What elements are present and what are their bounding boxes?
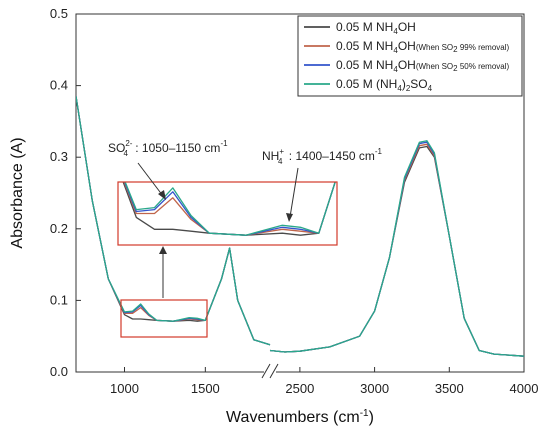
ammonium-arrow <box>289 167 299 218</box>
y-tick-label: 0.0 <box>50 364 68 379</box>
y-tick-label: 0.2 <box>50 221 68 236</box>
x-tick-label: 1000 <box>110 381 139 396</box>
legend-label-2: 0.05 M NH4OH(When SO2 99% removal) <box>336 39 510 55</box>
zoom-arrow-head <box>159 246 167 254</box>
zoom-region-box <box>120 299 208 338</box>
x-tick-label: 3000 <box>360 381 389 396</box>
legend-frame <box>297 15 523 97</box>
y-tick-label: 0.5 <box>50 6 68 21</box>
sulfate-arrow-head <box>158 190 166 200</box>
legend-label-4: 0.05 M (NH4)2SO4 <box>336 77 433 93</box>
y-tick-label: 0.4 <box>50 78 68 93</box>
series-line-4 <box>76 96 524 357</box>
sulfate-annotation: SO2-4 : 1050–1150 cm-1 <box>108 139 228 158</box>
ammonium-arrow-head <box>286 213 293 222</box>
sulfate-arrow <box>137 162 164 197</box>
ammonium-annotation: NH+ 4 : 1400–1450 cm-1 <box>262 147 383 166</box>
axis-break-marks <box>261 360 279 379</box>
x-tick-label: 2500 <box>285 381 314 396</box>
y-tick-label: 0.1 <box>50 292 68 307</box>
y-axis-title: Absorbance (A) <box>9 137 26 248</box>
inset-series-line-4 <box>124 182 336 236</box>
x-axis-title: Wavenumbers (cm-1) <box>226 408 374 426</box>
inset-frame <box>117 181 338 246</box>
y-tick-label: 0.3 <box>50 149 68 164</box>
x-tick-label: 3500 <box>435 381 464 396</box>
x-tick-label: 4000 <box>510 381 539 396</box>
legend-label-1: 0.05 M NH4OH <box>336 20 416 36</box>
legend: 0.05 M NH4OH 0.05 M NH4OH(When SO2 99% r… <box>297 15 523 97</box>
x-tick-label: 1500 <box>191 381 220 396</box>
legend-label-3: 0.05 M NH4OH(When SO2 50% removal) <box>336 58 510 74</box>
